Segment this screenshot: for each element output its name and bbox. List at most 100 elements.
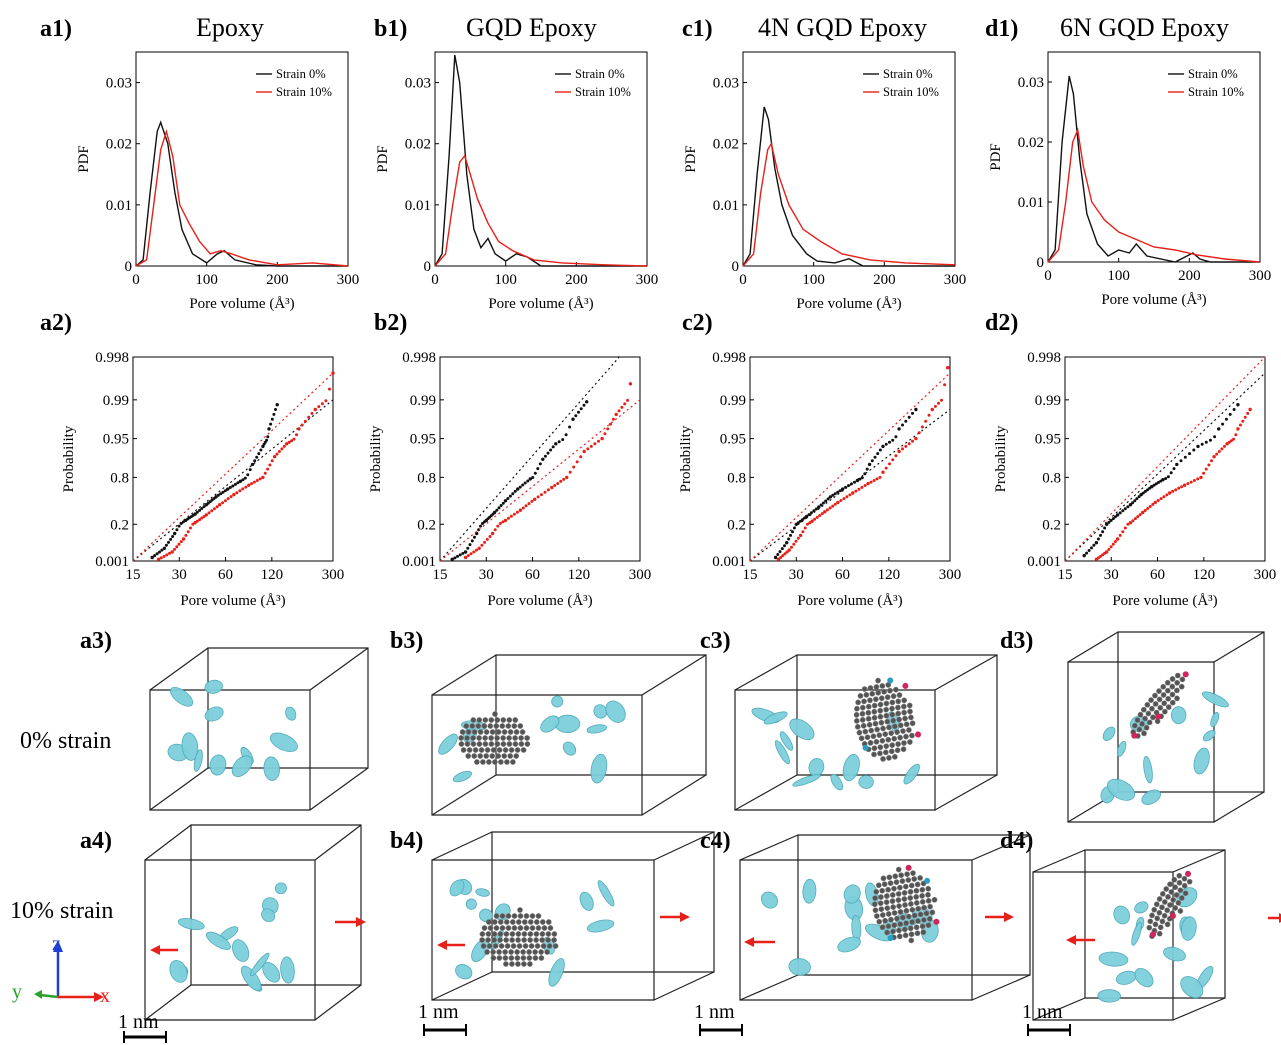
data-point (582, 449, 586, 454)
data-point (175, 545, 179, 549)
atom (884, 893, 890, 899)
data-point (1096, 537, 1100, 541)
data-point (518, 508, 523, 512)
data-point (1105, 550, 1109, 554)
dopant-atom (887, 935, 894, 942)
data-point (175, 528, 179, 532)
data-point (215, 505, 219, 509)
atom (508, 949, 514, 955)
data-point (155, 552, 159, 556)
y-tick-label: 0.02 (405, 137, 431, 153)
data-point (780, 547, 784, 551)
data-point (485, 537, 489, 541)
data-point (277, 450, 281, 453)
atom (882, 749, 889, 756)
data-point (1186, 482, 1190, 486)
atom (521, 961, 527, 967)
atom (900, 728, 906, 734)
atom (869, 690, 876, 697)
atom (518, 735, 524, 741)
data-point (153, 554, 157, 558)
atom (1159, 891, 1166, 897)
atom (901, 890, 908, 896)
atom (873, 888, 880, 895)
atom (517, 913, 524, 919)
data-point (1133, 499, 1137, 503)
atom (865, 715, 872, 722)
atom (864, 734, 871, 741)
x-tick-label: 0 (431, 272, 439, 288)
box-edge (1172, 997, 1226, 1021)
atom (470, 741, 477, 747)
atom (1161, 708, 1168, 715)
data-point (1136, 515, 1140, 519)
atom (853, 718, 860, 724)
atom (515, 937, 521, 943)
x-tick-label: 100 (802, 272, 825, 288)
y-tick-label: 0.2 (727, 517, 746, 533)
data-point (512, 512, 516, 516)
pore-blob (169, 960, 188, 983)
prob-chart-c: 15 30 60 120 300 0.001 0.2 0.8 0.95 0.99 0.998 Pore… (678, 350, 961, 609)
data-point (1128, 503, 1133, 507)
atom (464, 741, 471, 747)
y-tick-label: 0.001 (1027, 554, 1061, 570)
atom (1176, 872, 1183, 879)
box-edge (149, 647, 209, 691)
atom (885, 886, 891, 893)
atom (500, 735, 506, 741)
x-tick-label: 120 (1193, 567, 1216, 583)
atom (919, 886, 926, 893)
data-point (1131, 519, 1135, 523)
atom (862, 728, 869, 735)
atom (903, 721, 910, 728)
atom (856, 729, 863, 736)
data-point (586, 447, 590, 451)
atom (499, 723, 506, 729)
x-tick-label: 0 (132, 272, 140, 288)
axis-x-label: x (100, 985, 110, 1007)
data-point (1192, 448, 1196, 452)
atom (906, 727, 912, 733)
pore-blob (261, 908, 276, 923)
atom (488, 741, 495, 747)
data-point (855, 478, 860, 483)
pore-blob (554, 714, 581, 734)
atom (885, 682, 892, 688)
data-point (863, 484, 867, 487)
legend-label: Strain 10% (883, 85, 939, 99)
atom (508, 747, 515, 753)
data-point (1096, 556, 1100, 560)
data-point (836, 490, 840, 494)
pore-blob (837, 936, 861, 953)
atom (884, 694, 891, 701)
pore-blob (438, 733, 458, 755)
y-tick-label: 0.998 (1027, 350, 1061, 366)
plot-frame (132, 356, 334, 562)
data-point (792, 542, 796, 546)
data-point (266, 435, 270, 439)
data-point (1232, 408, 1236, 411)
data-point (818, 514, 822, 517)
fit-line (439, 356, 620, 562)
atom (913, 887, 920, 894)
data-point (501, 520, 505, 524)
data-point (568, 425, 572, 429)
atom (861, 698, 867, 705)
box-edge (309, 647, 369, 691)
data-point (1188, 452, 1191, 456)
legend-label: Strain 0% (883, 67, 933, 81)
atom (490, 949, 496, 955)
data-point (1182, 483, 1187, 487)
atom (512, 717, 519, 723)
data-point (546, 451, 550, 455)
y-tick-label: 0.2 (110, 517, 129, 533)
data-point (1164, 477, 1168, 480)
atom (897, 921, 904, 927)
atom (523, 913, 530, 919)
atom (894, 915, 900, 922)
x-tick-label: 60 (1150, 567, 1165, 583)
series-line-strain-10 (742, 141, 956, 267)
data-point (875, 477, 879, 481)
